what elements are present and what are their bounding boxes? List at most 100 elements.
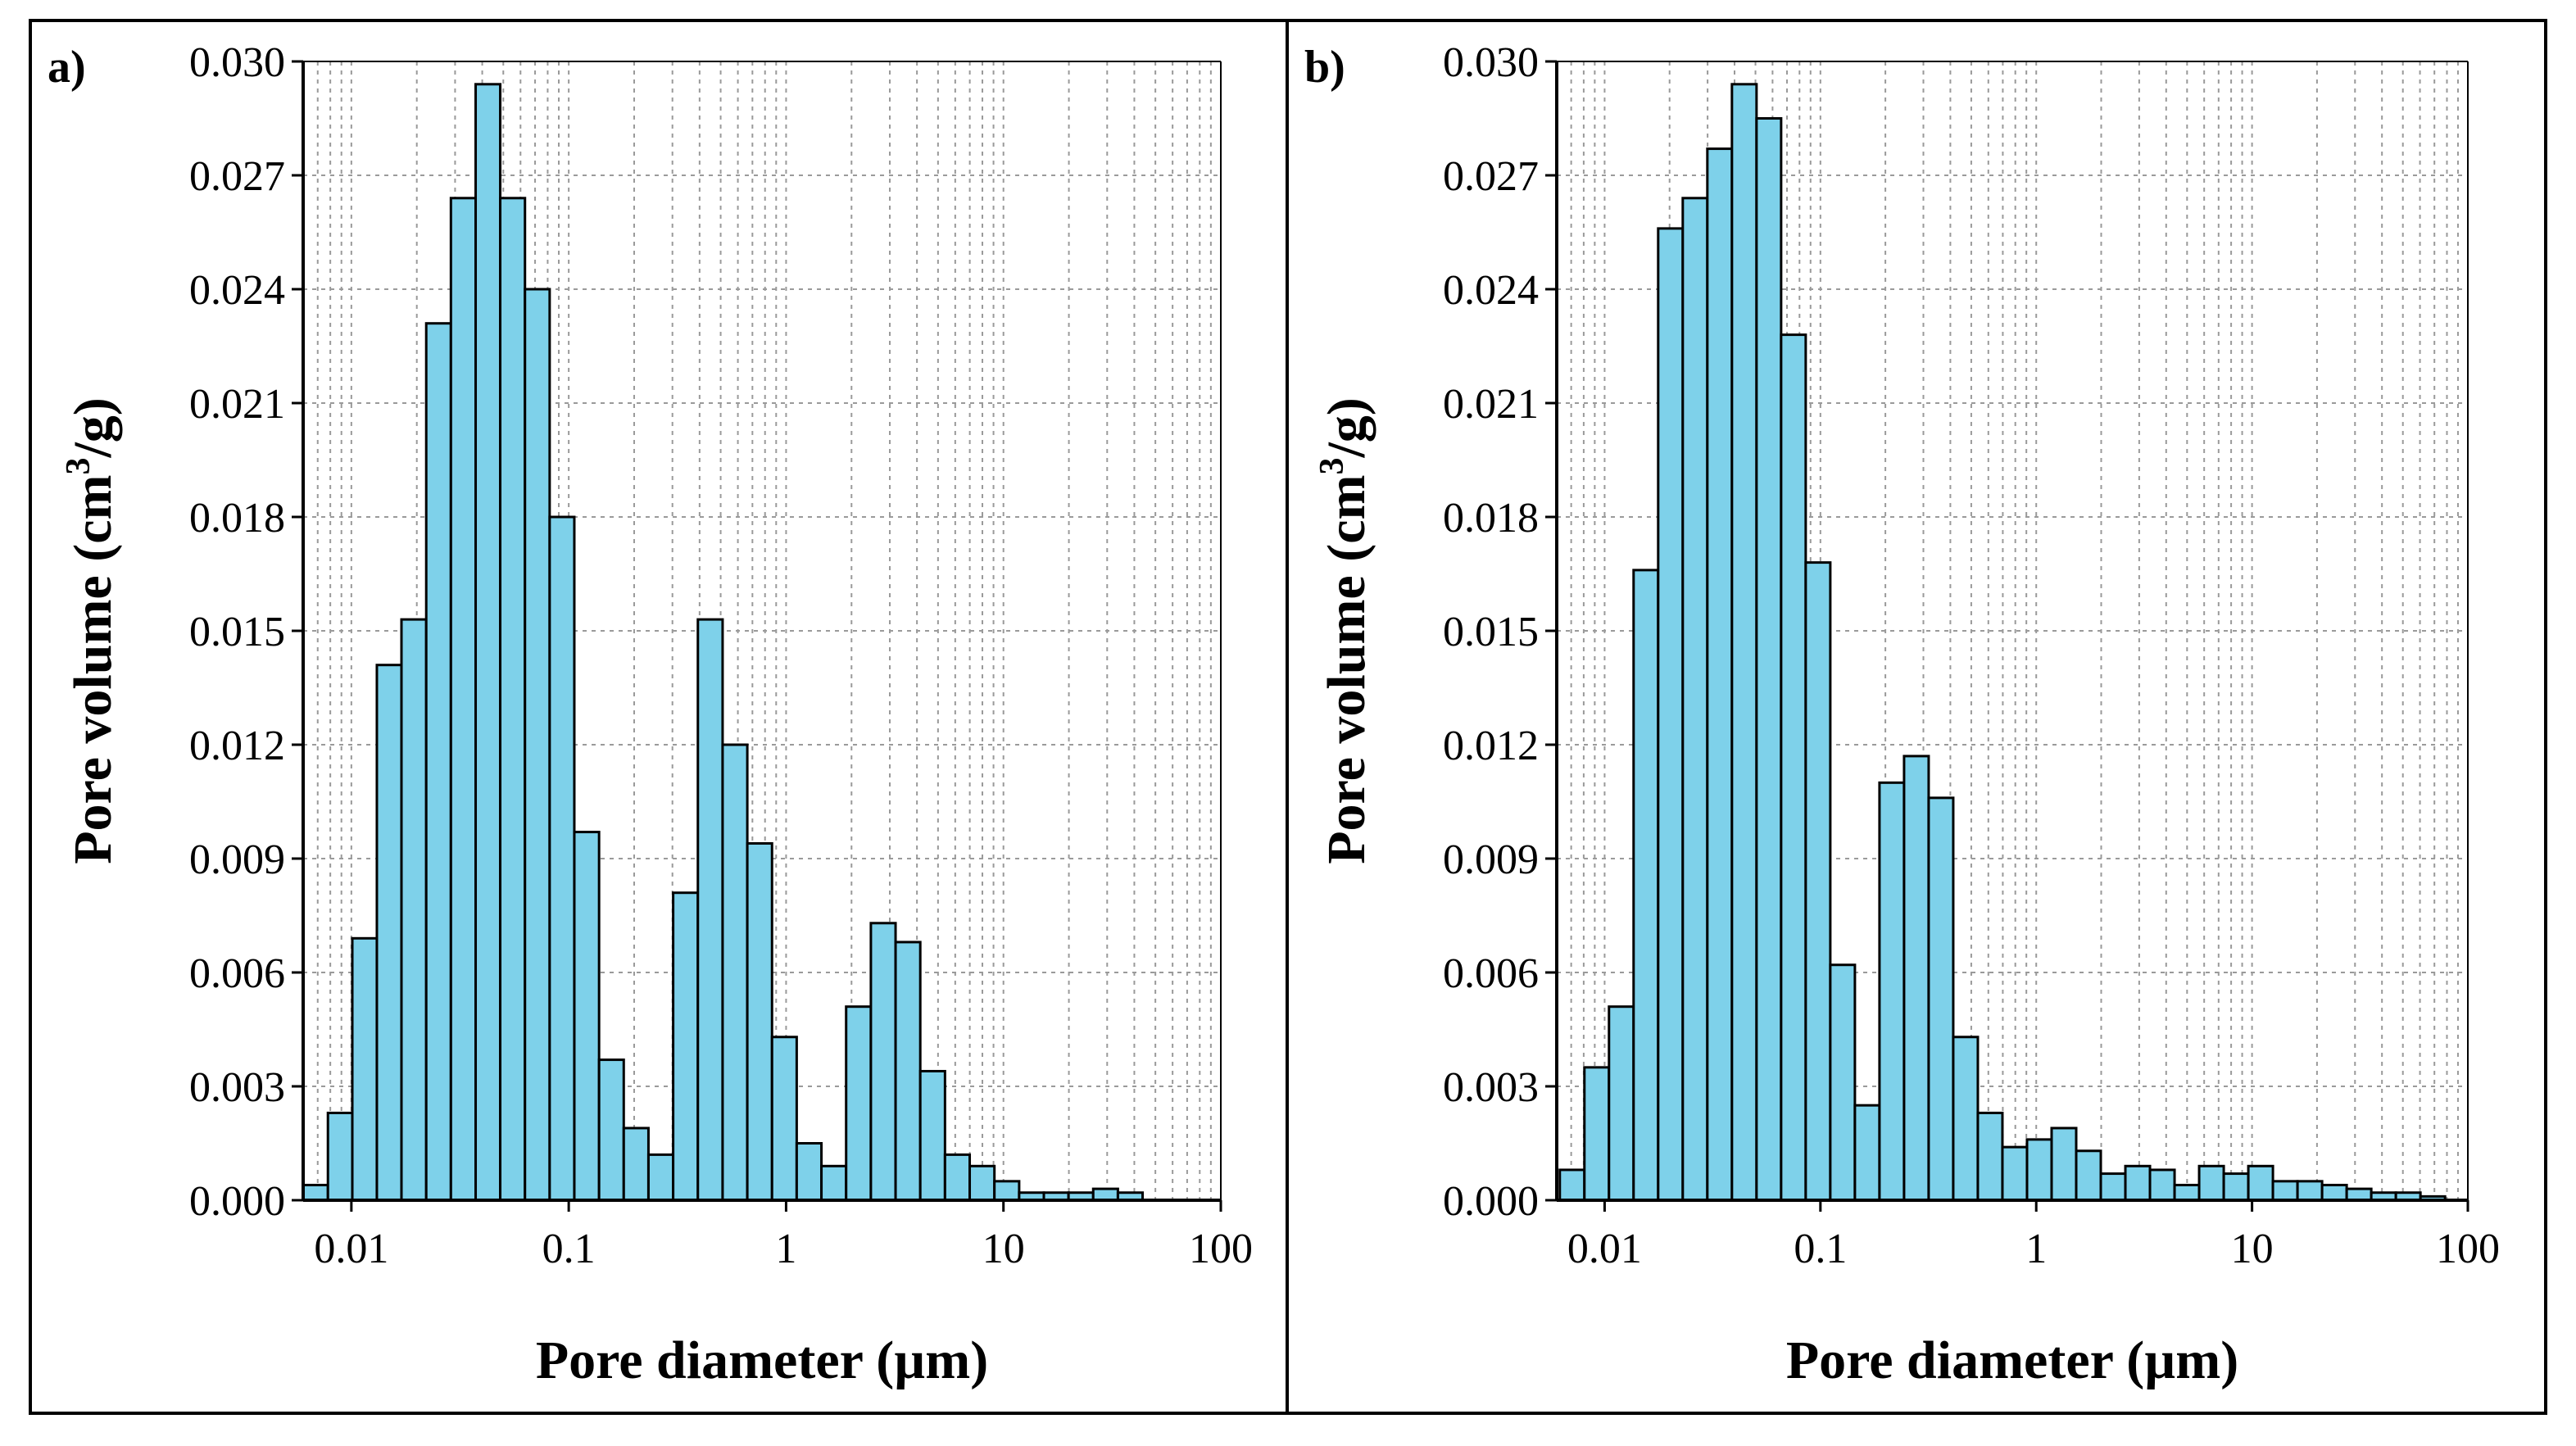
panel-a-y-title-tail: /g) [63, 397, 123, 458]
panel-a-y-tick-label: 0.030 [189, 39, 285, 86]
panel-b-bar-9 [1755, 117, 1783, 1202]
panel-a-bar-11 [548, 515, 576, 1202]
panel-b-x-tick-label: 1 [2025, 1226, 2047, 1272]
panel-a-y-tick-label: 0.021 [189, 381, 285, 428]
panel-b-bar-7 [1706, 147, 1734, 1202]
panel-b-label: b) [1304, 42, 1345, 93]
panel-a-bar-13 [597, 1058, 625, 1202]
panel-b-y-title-tail: /g) [1317, 397, 1376, 458]
panel-b-bar-17 [1952, 1036, 1980, 1202]
panel-b-y-tick-label: 0.006 [1443, 950, 1539, 997]
panel-b-bar-28 [2222, 1172, 2250, 1202]
panel-b-bar-2 [1583, 1066, 1611, 1202]
panel-a-bars [302, 83, 1145, 1202]
panel-b-bar-11 [1804, 561, 1832, 1202]
panel-a-bar-12 [573, 831, 601, 1202]
panel-a-axes [292, 60, 1222, 1212]
panel-b-frame [1286, 19, 2547, 1415]
panel-a: a) 0.0000.0030.0060.0090.0120.0150.0180.… [29, 19, 1289, 1415]
panel-b-y-title-sup: 3 [1313, 458, 1351, 475]
panel-b-x-tick-labels: 0.01 0.1 1 10 100 [1567, 1226, 2500, 1272]
panel-b-bar-30 [2271, 1180, 2299, 1202]
panel-b-y-tick-label: 0.015 [1443, 609, 1539, 655]
panel-a-y-tick-label: 0.009 [189, 836, 285, 883]
panel-a-x-tick-label: 10 [982, 1226, 1025, 1272]
panel-a-x-tick-label: 100 [1189, 1226, 1253, 1272]
panel-a-y-tick-label: 0.003 [189, 1064, 285, 1111]
panel-a-bar-3 [351, 936, 379, 1202]
panel-b-x-tick-label: 100 [2436, 1226, 2500, 1272]
panel-b-bar-4 [1632, 569, 1660, 1202]
panel-b-bar-23 [2099, 1172, 2127, 1202]
panel-a-y-tick-label: 0.015 [189, 609, 285, 655]
panel-a-bar-29 [993, 1180, 1021, 1202]
panel-a-bar-2 [326, 1111, 354, 1202]
panel-b-bar-21 [2050, 1126, 2078, 1202]
panel-a-x-tick-label: 1 [775, 1226, 796, 1272]
panel-a-bar-18 [721, 743, 749, 1202]
panel-b-bar-29 [2247, 1164, 2274, 1202]
panel-a-x-tick-label: 0.1 [542, 1226, 596, 1272]
panel-b-y-tick-labels: 0.000 0.003 0.006 0.009 0.012 0.015 0.018 0.021… [1443, 39, 1539, 1225]
panel-b-y-tick-label: 0.009 [1443, 836, 1539, 883]
panel-a-bar-23 [845, 1005, 873, 1202]
panel-b-bar-31 [2296, 1180, 2324, 1202]
panel-a-bar-4 [375, 664, 403, 1202]
panel-b-y-tick-label: 0.027 [1443, 153, 1539, 200]
panel-b-bar-14 [1878, 781, 1906, 1202]
panel-a-y-tick-label: 0.024 [189, 267, 285, 314]
panel-a-bar-25 [894, 941, 922, 1202]
panel-a-x-axis-title: Pore diameter (µm) [536, 1330, 988, 1390]
panel-a-label: a) [48, 42, 86, 93]
panel-a-bar-19 [746, 841, 773, 1202]
panel-b-bar-6 [1681, 197, 1709, 1202]
panel-b-bar-22 [2075, 1149, 2102, 1202]
panel-b-bar-19 [2001, 1145, 2029, 1202]
panel-b-bar-8 [1730, 83, 1758, 1202]
panel-a-y-title-main: Pore volume (cm [63, 475, 123, 864]
panel-a-y-tick-label: 0.012 [189, 723, 285, 769]
panel-a-y-tick-labels: 0.000 0.003 0.006 0.009 0.012 0.015 0.018 0.021… [189, 39, 285, 1225]
panel-b-bar-27 [2197, 1164, 2225, 1202]
panel-a-bar-6 [424, 322, 452, 1202]
panel-a-bar-5 [400, 618, 428, 1202]
panel-b-bar-16 [1927, 796, 1955, 1202]
panel-b-bar-3 [1608, 1005, 1635, 1202]
panel-b-bar-32 [2320, 1183, 2348, 1202]
panel-b-bar-5 [1657, 227, 1685, 1202]
panel-a-bar-14 [622, 1126, 650, 1202]
panel-b-y-tick-label: 0.024 [1443, 267, 1539, 314]
panel-a-bar-22 [820, 1164, 848, 1202]
panel-b-x-axis-title: Pore diameter (µm) [1786, 1330, 2238, 1390]
panel-a-bar-1 [302, 1183, 329, 1202]
panel-b-axes [1545, 60, 2469, 1212]
panel-a-bar-20 [770, 1036, 798, 1202]
panel-a-x-tick-labels: 0.01 0.1 1 10 100 [314, 1226, 1253, 1272]
panel-b-y-tick-label: 0.018 [1443, 495, 1539, 542]
panel-b: b) 0.0000.0030.0060.0090.0120.0150.0180.… [1286, 19, 2547, 1415]
panel-a-y-tick-label: 0.027 [189, 153, 285, 200]
panel-a-y-tick-label: 0.018 [189, 495, 285, 542]
panel-b-y-tick-label: 0.000 [1443, 1178, 1539, 1225]
panel-a-bar-7 [449, 197, 478, 1202]
panel-a-bar-33 [1091, 1187, 1119, 1202]
panel-a-bar-17 [696, 618, 724, 1202]
panel-a-y-tick-label: 0.006 [189, 950, 285, 997]
panel-b-bar-25 [2148, 1168, 2176, 1202]
panel-a-bar-21 [795, 1142, 823, 1202]
panel-a-y-title-sup: 3 [60, 458, 98, 475]
panel-b-y-tick-label: 0.021 [1443, 381, 1539, 428]
panel-a-x-tick-label: 0.01 [314, 1226, 388, 1272]
panel-b-bar-13 [1853, 1104, 1881, 1202]
panel-a-bar-26 [918, 1069, 946, 1202]
panel-b-bar-10 [1780, 333, 1807, 1202]
panel-a-bar-24 [869, 922, 897, 1202]
panel-a-bar-8 [474, 83, 502, 1202]
panel-a-y-axis-title: Pore volume (cm3/g) [60, 397, 123, 864]
panel-b-y-tick-label: 0.003 [1443, 1064, 1539, 1111]
panel-b-y-axis-title: Pore volume (cm3/g) [1313, 397, 1376, 864]
panel-b-y-title-main: Pore volume (cm [1317, 475, 1376, 864]
panel-b-x-tick-label: 0.01 [1567, 1226, 1642, 1272]
panel-b-bar-15 [1903, 755, 1930, 1202]
